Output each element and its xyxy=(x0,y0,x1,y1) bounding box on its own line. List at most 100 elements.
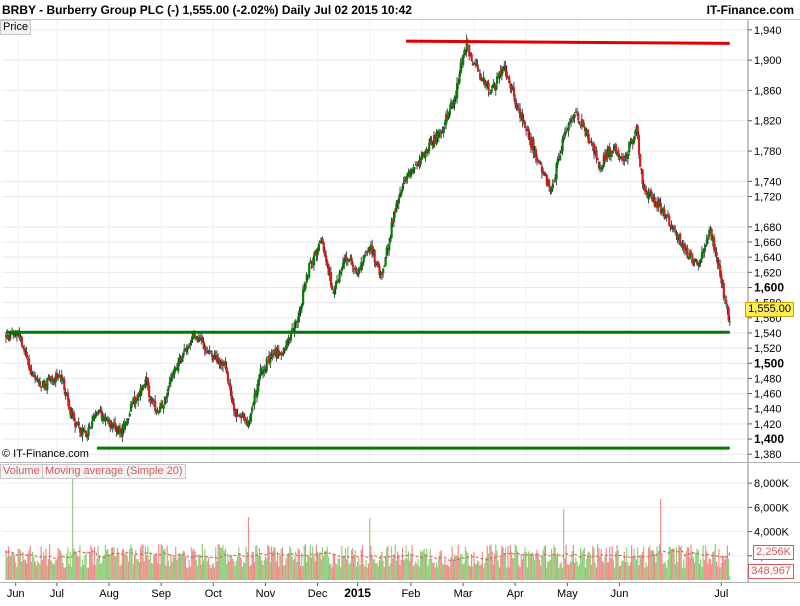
candle-up xyxy=(390,222,393,238)
candle-up xyxy=(174,367,177,371)
volume-bar xyxy=(515,546,518,580)
volume-bar xyxy=(565,544,567,580)
candle-down xyxy=(548,180,551,188)
candle-up xyxy=(348,258,351,262)
volume-bar xyxy=(673,548,675,580)
moving-average-tag[interactable]: Moving average (Simple 20) xyxy=(42,464,186,479)
price-tick-label: 1,740 xyxy=(754,176,782,188)
candle-up xyxy=(569,118,573,123)
volume-bar xyxy=(444,558,446,580)
volume-bar xyxy=(332,553,334,580)
candle-up xyxy=(314,250,317,255)
price-panel[interactable]: 1,380 1,400 1,420 1,440 1,460 1,480 1,500 1,520… xyxy=(0,20,800,462)
candle-up xyxy=(520,112,523,116)
candle-up xyxy=(481,77,484,82)
candle-up xyxy=(270,354,273,357)
volume-bar xyxy=(300,565,302,580)
candle-up xyxy=(445,113,448,125)
volume-bar xyxy=(580,547,582,580)
volume-bar xyxy=(72,464,74,580)
candle-down xyxy=(526,129,529,131)
candle-up xyxy=(101,415,105,422)
price-panel-tag[interactable]: Price xyxy=(0,20,32,35)
price-tick-label: 1,860 xyxy=(754,85,782,97)
candle-up xyxy=(634,130,637,135)
volume-bar xyxy=(133,554,136,580)
volume-bar xyxy=(692,557,695,580)
candle-down xyxy=(505,71,508,78)
volume-bar xyxy=(583,547,585,580)
volume-bar xyxy=(635,559,638,580)
volume-bar xyxy=(582,549,584,580)
volume-bar xyxy=(395,560,397,580)
volume-bar xyxy=(349,562,351,580)
volume-bar xyxy=(212,563,214,580)
volume-bar xyxy=(32,551,34,580)
volume-bar xyxy=(215,547,217,580)
panel-divider[interactable] xyxy=(0,462,800,463)
candle-up xyxy=(343,259,346,265)
candle-up xyxy=(382,268,385,274)
volume-bar xyxy=(193,548,195,580)
volume-bar xyxy=(285,558,287,580)
volume-bar xyxy=(518,565,520,580)
candle-down xyxy=(566,129,569,131)
volume-panel-tag[interactable]: Volume xyxy=(0,464,43,479)
candle-down xyxy=(77,421,80,426)
volume-bar xyxy=(13,554,16,580)
volume-bar xyxy=(637,547,639,580)
volume-bar xyxy=(581,552,583,580)
volume-bar xyxy=(80,566,82,580)
brand-label[interactable]: IT-Finance.com xyxy=(706,3,794,17)
volume-bar xyxy=(273,546,275,580)
candle-up xyxy=(389,237,392,242)
candle-up xyxy=(166,392,169,398)
candle-up xyxy=(70,412,73,418)
volume-bar xyxy=(56,558,58,580)
volume-bar xyxy=(121,549,123,580)
volume-bar xyxy=(439,551,441,580)
candle-up xyxy=(223,361,226,365)
volume-bar xyxy=(286,555,288,580)
candle-up xyxy=(448,110,451,116)
candle-down xyxy=(639,153,642,167)
volume-bar xyxy=(371,555,373,580)
candle-up xyxy=(417,161,420,166)
candle-down xyxy=(603,154,607,161)
volume-bar xyxy=(384,555,387,580)
volume-bar xyxy=(438,556,440,580)
volume-bar xyxy=(657,551,659,580)
volume-bar xyxy=(704,545,707,580)
candle-down xyxy=(234,409,237,412)
volume-bar xyxy=(641,551,644,580)
volume-bar xyxy=(264,556,267,580)
candle-up xyxy=(287,338,290,341)
volume-bar xyxy=(672,548,674,580)
candle-down xyxy=(222,363,225,367)
volume-bar xyxy=(230,554,233,580)
volume-bar xyxy=(301,552,303,580)
candle-down xyxy=(215,355,219,363)
volume-bar xyxy=(196,565,199,580)
candle-down xyxy=(591,142,594,146)
volume-bar xyxy=(413,564,416,580)
candle-down xyxy=(115,426,118,432)
candle-up xyxy=(623,159,626,161)
volume-bar xyxy=(257,555,259,580)
candle-down xyxy=(143,384,146,387)
candle-down xyxy=(659,203,662,213)
volume-bar xyxy=(612,560,614,580)
volume-bar xyxy=(410,553,412,580)
volume-bar xyxy=(175,546,177,580)
date-label: Nov xyxy=(256,588,276,600)
candle-down xyxy=(713,237,716,250)
volume-bar xyxy=(118,552,120,580)
resistance-line[interactable] xyxy=(406,39,730,45)
volume-bar xyxy=(430,558,433,580)
candle-down xyxy=(345,256,348,261)
volume-bar xyxy=(525,552,527,580)
volume-bar xyxy=(627,562,629,580)
